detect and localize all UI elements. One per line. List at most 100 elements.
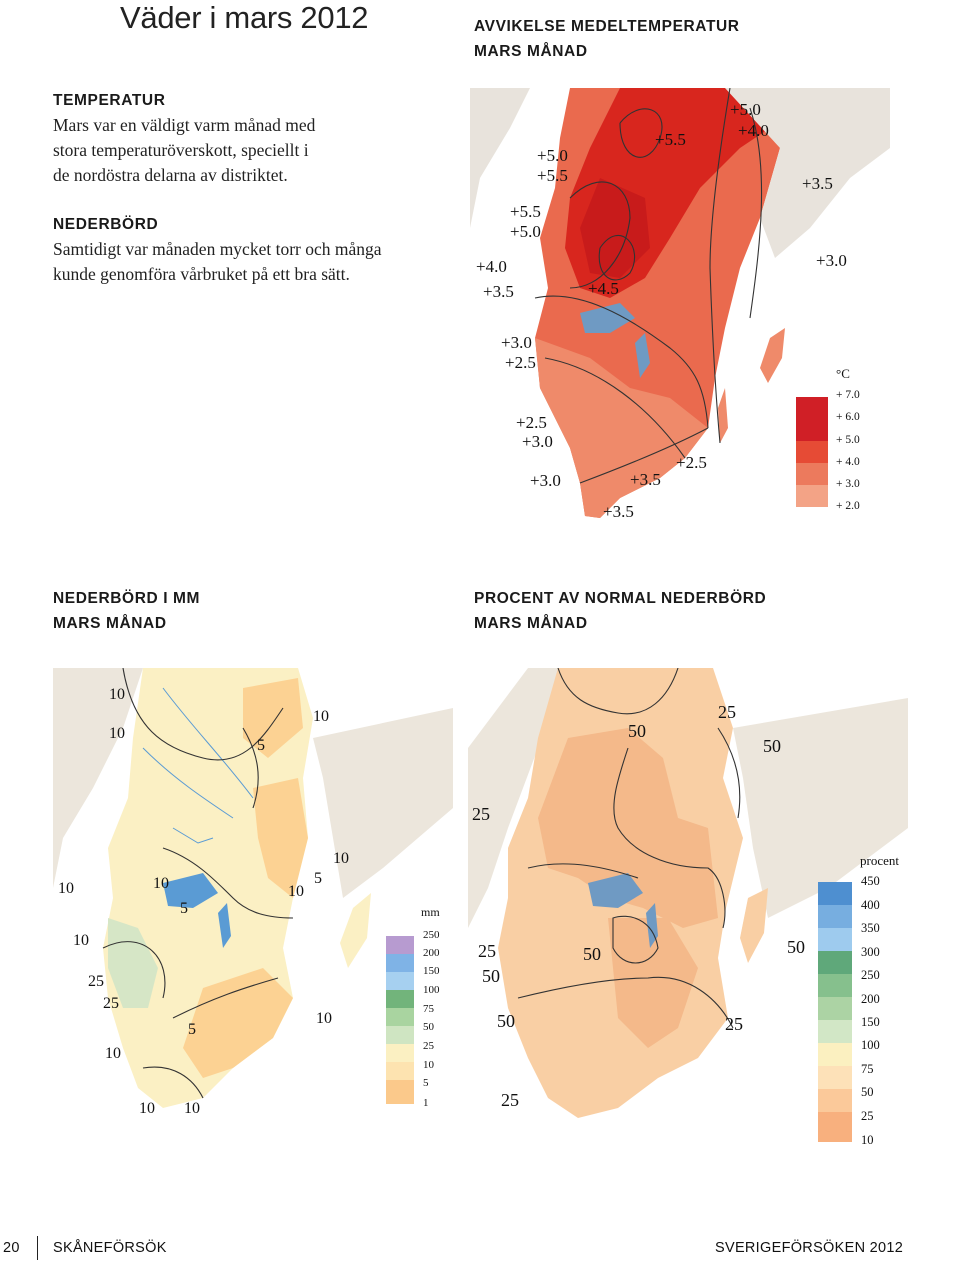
page-number: 20 <box>3 1240 20 1256</box>
contour-label: +3.0 <box>816 251 847 270</box>
legend-swatch <box>386 954 414 972</box>
precip-map-caption-line2: MARS MÅNAD <box>53 615 167 632</box>
lake-vattern <box>635 333 650 378</box>
precip-line-1: Samtidigt var månaden mycket torr och må… <box>53 239 382 259</box>
legend-label: 50 <box>423 1021 435 1033</box>
finland-landmass <box>725 88 890 258</box>
legend-label: 200 <box>423 947 440 959</box>
legend-swatch <box>818 882 852 905</box>
legend-label: 10 <box>423 1059 435 1071</box>
temperature-map-svg: +5.0 +4.0 +5.5 +5.0 +5.5 +3.5 +5.5 +5.0 … <box>470 88 890 521</box>
contour-label: 50 <box>482 966 500 986</box>
contour-label: +3.5 <box>630 470 661 489</box>
isotherm <box>569 181 631 289</box>
precip-heading: NEDERBÖRD <box>53 216 159 233</box>
river <box>142 747 234 819</box>
contour-label: +2.5 <box>516 413 547 432</box>
contour-label: +5.5 <box>510 202 541 221</box>
legend-label: + 4.0 <box>836 456 860 468</box>
legend-label: 25 <box>423 1040 435 1052</box>
contour-label: +3.5 <box>483 282 514 301</box>
legend-label: 250 <box>423 929 440 941</box>
contour-label: +3.5 <box>802 174 833 193</box>
wet-zone <box>108 918 158 1008</box>
isotherm <box>749 107 763 319</box>
contour-label: 25 <box>103 995 119 1012</box>
dry-zone <box>608 918 698 1048</box>
page-title: Väder i mars 2012 <box>120 0 369 35</box>
footer-left-label: SKÅNEFÖRSÖK <box>53 1240 167 1256</box>
legend-label: 150 <box>861 1015 880 1029</box>
isohyet <box>142 1066 204 1099</box>
lake-vattern <box>218 903 231 948</box>
legend-label: 400 <box>861 898 880 912</box>
legend-label: + 3.0 <box>836 478 860 490</box>
contour-label: 50 <box>497 1011 515 1031</box>
legend-label: 200 <box>861 992 880 1006</box>
legend-swatch <box>386 1026 414 1044</box>
contour-label: +3.0 <box>522 432 553 451</box>
legend-label: + 2.0 <box>836 500 860 512</box>
legend-label: 10 <box>861 1133 874 1147</box>
percent-map-caption-line2: MARS MÅNAD <box>474 615 588 632</box>
percent-contour <box>527 863 639 879</box>
isohyet <box>122 668 284 761</box>
legend-swatch <box>386 1062 414 1080</box>
contour-label: +5.0 <box>537 146 568 165</box>
contour-label: +5.5 <box>655 130 686 149</box>
contour-label: 5 <box>314 870 322 887</box>
legend-swatch <box>818 1066 852 1089</box>
legend-swatch <box>796 485 828 507</box>
precip-line-2: kunde genomföra vårbruket på ett bra sät… <box>53 264 350 284</box>
legend-label: 1 <box>423 1097 429 1109</box>
contour-label: 5 <box>180 900 188 917</box>
contour-label: 50 <box>628 721 646 741</box>
legend-unit: mm <box>421 905 440 919</box>
percent-contour <box>557 668 679 715</box>
percent-legend: procent 450 400 350 300 250 200 150 100 … <box>818 853 899 1147</box>
legend-label: 300 <box>861 945 880 959</box>
precip-map-caption-line1: NEDERBÖRD I MM <box>53 590 201 607</box>
temp-legend: °C + 7.0 + 6.0 + 5.0 + 4.0 + 3.0 + 2.0 <box>796 366 860 512</box>
contour-label: +2.5 <box>505 353 536 372</box>
legend-swatch <box>386 1008 414 1026</box>
legend-label: 100 <box>423 984 440 996</box>
lake-vanern <box>580 303 635 333</box>
isotherm <box>534 295 709 429</box>
isotherm <box>709 88 731 444</box>
isotherm-lines <box>534 88 763 484</box>
contour-label: 25 <box>472 804 490 824</box>
contour-label: 10 <box>153 875 169 892</box>
isotherm <box>619 108 663 158</box>
isohyet <box>102 941 166 999</box>
contour-label: 10 <box>288 883 304 900</box>
legend-label: 250 <box>861 968 880 982</box>
contour-label: 50 <box>787 937 805 957</box>
legend-swatch <box>386 1080 414 1104</box>
isotherm <box>598 234 636 281</box>
percent-contour <box>612 915 659 964</box>
legend-label: + 6.0 <box>836 411 860 423</box>
oland-island <box>718 388 728 443</box>
temp-map-caption-line1: AVVIKELSE MEDELTEMPERATUR <box>474 18 740 35</box>
temp-heading: TEMPERATUR <box>53 92 166 109</box>
gotland-island <box>760 328 785 383</box>
contour-label: 25 <box>501 1090 519 1110</box>
rivers <box>142 687 254 844</box>
legend-swatch <box>386 1044 414 1062</box>
legend-label: 50 <box>861 1085 874 1099</box>
contour-label: 10 <box>333 850 349 867</box>
percent-contour-lines <box>517 668 741 1029</box>
isohyet <box>162 847 294 919</box>
legend-swatch <box>386 972 414 990</box>
legend-swatch <box>796 419 828 441</box>
finland-landmass <box>313 708 453 898</box>
legend-label: + 5.0 <box>836 434 860 446</box>
legend-swatch <box>818 1112 852 1142</box>
contour-label: 5 <box>188 1021 196 1038</box>
legend-swatch <box>796 441 828 463</box>
footer-divider <box>37 1236 38 1260</box>
precip-legend: mm 250 200 150 100 75 50 25 10 5 1 <box>386 905 440 1109</box>
percent-map-caption-line1: PROCENT AV NORMAL NEDERBÖRD <box>474 590 767 607</box>
contour-label: 25 <box>725 1014 743 1034</box>
